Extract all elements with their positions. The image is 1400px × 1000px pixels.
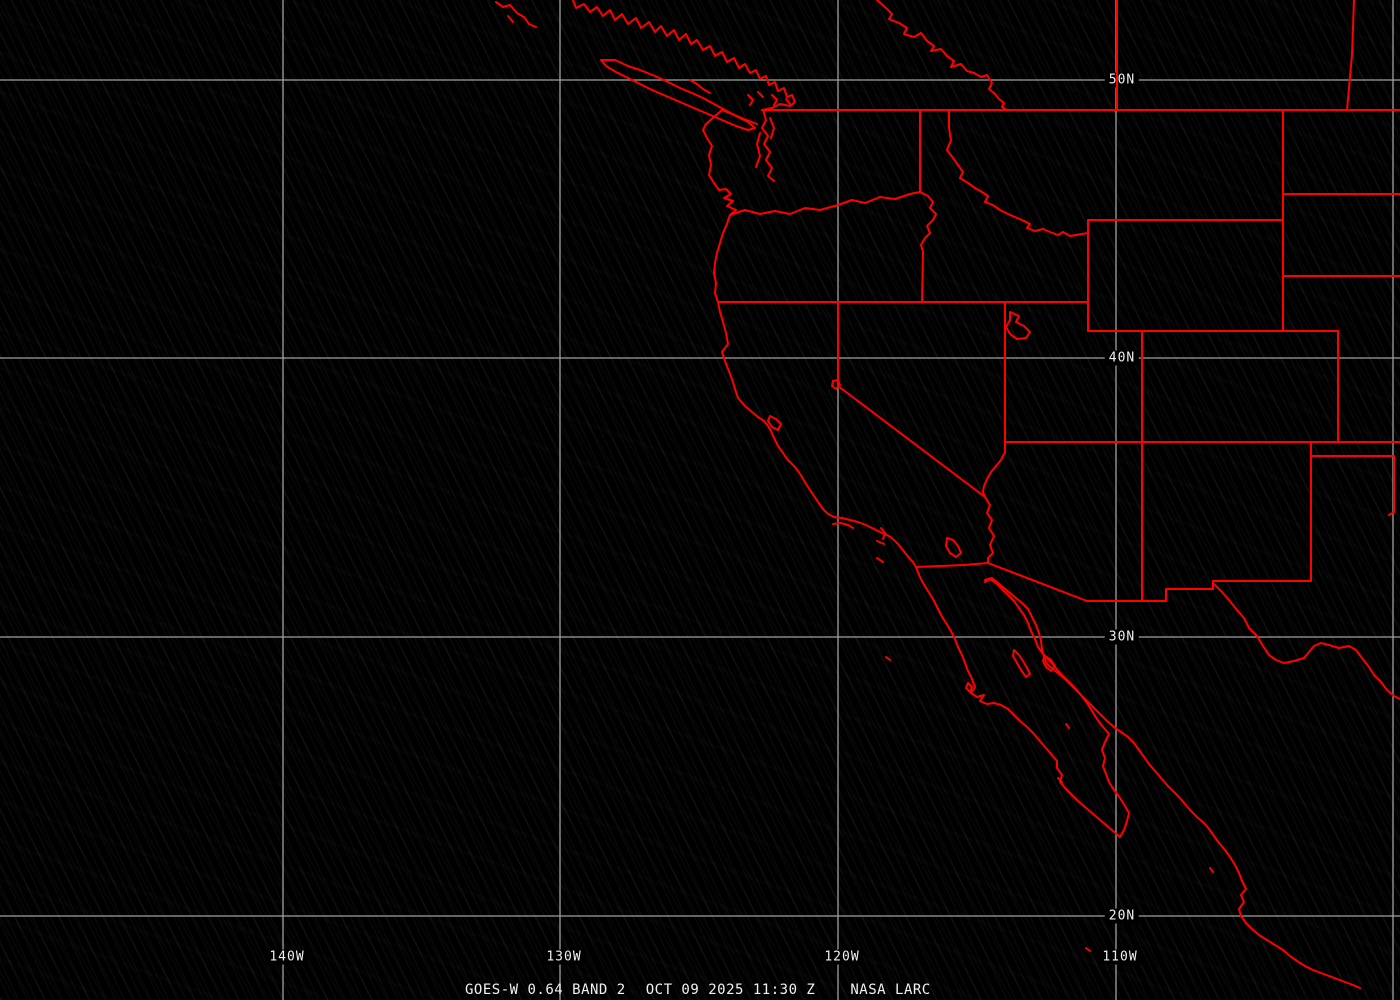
islands-outline [876, 557, 884, 563]
state-borders-outline [982, 441, 1006, 498]
coastlines-outline [572, 0, 796, 111]
lakes-outline [945, 537, 962, 558]
coastlines-outline [507, 15, 514, 23]
state-borders-outline [1087, 219, 1284, 234]
islands-outline [1057, 777, 1063, 783]
islands-outline [1209, 867, 1214, 873]
islands-outline [1042, 655, 1056, 672]
lakes-outline [1005, 311, 1031, 340]
national-borders-outline [987, 562, 1088, 602]
islands-outline [965, 682, 973, 693]
national-borders-outline [915, 562, 989, 568]
coastlines [495, 0, 1361, 989]
state-borders [717, 109, 1400, 602]
islands [600, 59, 1214, 952]
islands-outline [1065, 723, 1070, 729]
coastlines-outline [915, 566, 1121, 838]
islands-outline [747, 94, 754, 106]
islands-outline [757, 91, 764, 98]
lon-label-110W: 110W [1098, 949, 1142, 965]
caption-source: NASA LARC [850, 982, 931, 998]
caption-product: GOES-W 0.64 BAND 2 [465, 982, 626, 998]
islands-outline [785, 98, 791, 105]
national-borders-outline [876, 0, 1008, 111]
coastlines-outline [761, 109, 775, 182]
lat-label-50N: 50N [1104, 72, 1140, 88]
state-borders-outline [919, 191, 937, 303]
state-borders-outline [984, 496, 995, 564]
islands-outline [876, 540, 885, 545]
lon-label-120W: 120W [820, 949, 864, 965]
islands-outline [771, 94, 778, 106]
lat-label-30N: 30N [1104, 629, 1140, 645]
lakes-outline [831, 379, 841, 390]
national-borders [761, 0, 1400, 700]
state-borders-outline [837, 385, 986, 498]
coastlines-outline [984, 577, 1361, 989]
coastlines-outline [702, 109, 917, 568]
lon-label-130W: 130W [542, 949, 586, 965]
lakes-outline [767, 415, 782, 431]
image-caption: GOES-W 0.64 BAND 2 OCT 09 2025 11:30 Z NAS… [465, 983, 931, 998]
islands-outline [1085, 947, 1091, 952]
islands-outline [880, 527, 886, 540]
lon-label-140W: 140W [265, 949, 309, 965]
coastlines-outline [769, 117, 775, 139]
national-borders-outline [1346, 0, 1355, 111]
state-borders-outline [729, 191, 921, 216]
lat-label-40N: 40N [1104, 350, 1140, 366]
caption-datetime: OCT 09 2025 11:30 Z [645, 982, 816, 998]
islands-outline [689, 79, 711, 94]
lat-label-20N: 20N [1104, 908, 1140, 924]
islands-outline [1012, 649, 1031, 678]
coastlines-outline [495, 1, 537, 28]
state-borders-outline [946, 109, 1089, 237]
islands-outline [832, 522, 854, 529]
lakes [767, 311, 1031, 558]
national-borders-outline [1212, 582, 1400, 700]
islands-outline [600, 59, 756, 131]
national-borders-outline [1165, 588, 1214, 602]
coastlines-outline [755, 132, 761, 168]
state-borders-outline [1388, 455, 1395, 516]
islands-outline [885, 656, 891, 661]
